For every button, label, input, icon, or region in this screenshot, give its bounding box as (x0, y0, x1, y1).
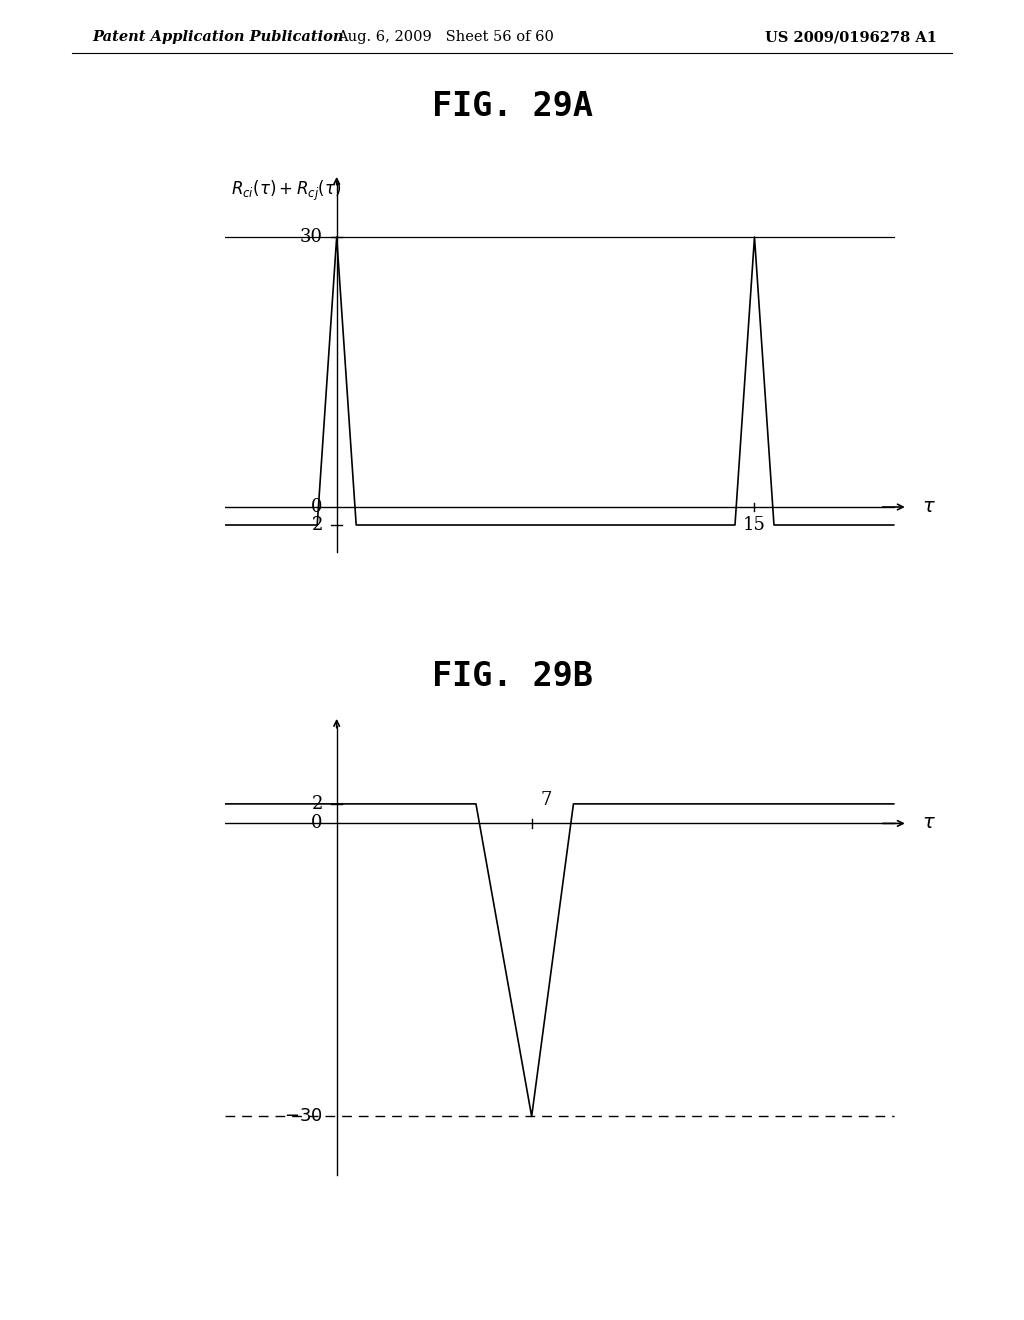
Text: 2: 2 (311, 516, 323, 535)
Text: $R_{ci}(\tau)+R_{cj}(\tau)$: $R_{ci}(\tau)+R_{cj}(\tau)$ (230, 178, 341, 203)
Text: FIG. 29B: FIG. 29B (431, 660, 593, 693)
Text: US 2009/0196278 A1: US 2009/0196278 A1 (765, 30, 937, 45)
Text: Aug. 6, 2009   Sheet 56 of 60: Aug. 6, 2009 Sheet 56 of 60 (337, 30, 554, 45)
Text: Patent Application Publication: Patent Application Publication (92, 30, 344, 45)
Text: $-30$: $-30$ (284, 1107, 323, 1126)
Text: 0: 0 (311, 814, 323, 833)
Text: 0: 0 (311, 498, 323, 516)
Text: 15: 15 (743, 516, 766, 535)
Text: $\tau$: $\tau$ (922, 814, 936, 833)
Text: 2: 2 (311, 795, 323, 813)
Text: 30: 30 (300, 228, 323, 246)
Text: FIG. 29A: FIG. 29A (431, 90, 593, 123)
Text: $\tau$: $\tau$ (922, 498, 936, 516)
Text: 7: 7 (540, 791, 551, 809)
